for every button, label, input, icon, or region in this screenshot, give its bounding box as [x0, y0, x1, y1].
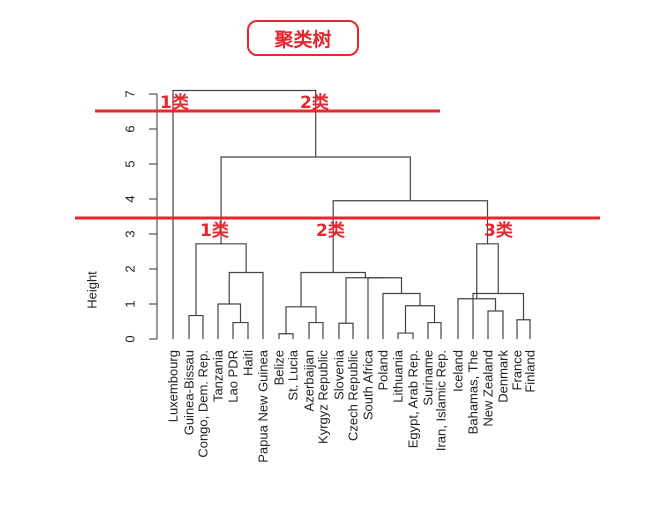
leaf-label: Iceland [451, 350, 466, 392]
cluster-label: 1类 [160, 92, 190, 113]
merge-link [516, 319, 531, 339]
merge-link [195, 243, 247, 316]
merge-link [345, 277, 385, 324]
y-tick-label: 5 [123, 160, 138, 167]
leaf-label: Egypt, Arab Rep. [406, 350, 421, 448]
leaf-label: Tanzania [211, 349, 226, 402]
merge-link [278, 333, 294, 339]
merge-link [308, 321, 324, 339]
leaf-labels: Luxembourg Guinea-Bissau Congo, Dem. Rep. T… [166, 349, 538, 463]
merge-link [457, 298, 497, 339]
cut-lines: 1类 2类 1类 2类 3类 [75, 92, 600, 241]
leaf-label: Finland [523, 350, 538, 393]
leaf-label: Congo, Dem. Rep. [196, 350, 211, 458]
dendrogram-tree [172, 89, 531, 339]
leaf-label: Belize [272, 350, 287, 385]
leaf-label: Czech Republic [346, 350, 361, 442]
leaf-label: Iran, Islamic Rep. [434, 350, 449, 451]
leaf-label: Suriname [421, 350, 436, 406]
y-tick-label: 6 [123, 125, 138, 132]
leaf-label: Bahamas, The [466, 350, 481, 434]
leaf-label: Azerbaijan [302, 350, 317, 411]
merge-link [217, 303, 242, 339]
cluster-label: 3类 [484, 220, 514, 241]
leaf-label: Guinea-Bissau [182, 350, 197, 435]
chart-title: 聚类树 [247, 20, 359, 56]
y-tick-label: 0 [123, 335, 138, 342]
y-tick-label: 7 [123, 90, 138, 97]
leaf-label: Kyrgyz Republic [316, 350, 331, 444]
merge-link [367, 277, 403, 339]
cluster-label: 1类 [200, 220, 230, 241]
leaf-label: Poland [376, 350, 391, 390]
y-tick-label: 1 [123, 300, 138, 307]
merge-link [404, 305, 436, 334]
merge-link [332, 200, 489, 273]
leaf-label: South Africa [361, 349, 376, 420]
leaf-label: St. Lucia [286, 349, 301, 400]
merge-link [188, 314, 204, 339]
cluster-label: 2类 [300, 92, 330, 113]
merge-link [285, 306, 317, 334]
leaf-label: Lao PDR [226, 350, 241, 403]
merge-link [382, 292, 421, 339]
merge-link [172, 89, 317, 339]
cluster-label: 2类 [316, 220, 346, 241]
merge-link [427, 321, 442, 339]
merge-link [228, 271, 264, 339]
merge-link [476, 243, 499, 299]
leaf-label: Lithuania [391, 349, 406, 403]
leaf-label: Haiti [241, 350, 256, 376]
y-axis-label: Height [85, 271, 100, 309]
y-axis: 0 1 2 3 4 5 6 7 Height [85, 90, 158, 343]
leaf-label: Papua New Guinea [256, 349, 271, 463]
merge-link [397, 332, 414, 339]
leaf-label: Slovenia [332, 349, 347, 400]
merge-link [232, 321, 249, 339]
y-tick-label: 4 [123, 195, 138, 202]
y-tick-label: 3 [123, 230, 138, 237]
y-tick-label: 2 [123, 265, 138, 272]
leaf-label: New Zealand [481, 350, 496, 427]
merge-link [472, 292, 525, 339]
merge-link [487, 310, 504, 339]
leaf-label: France [510, 350, 525, 390]
leaf-label: Luxembourg [166, 350, 181, 422]
leaf-label: Denmark [496, 350, 511, 403]
merge-link [338, 322, 354, 339]
